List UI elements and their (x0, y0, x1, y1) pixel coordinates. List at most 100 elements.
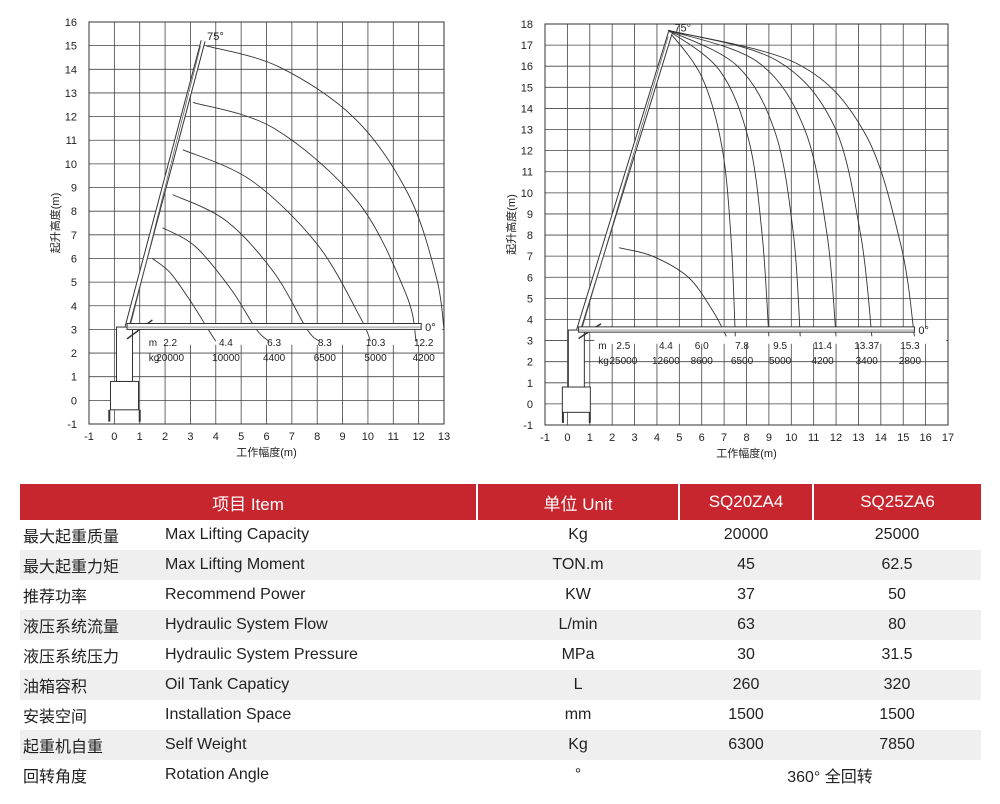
spec-header-row: 项目 Item 单位 Unit SQ20ZA4 SQ25ZA6 (20, 484, 982, 520)
load-table-load: 5000 (769, 356, 792, 367)
y-tick-label: 12 (65, 112, 77, 124)
header-model-a: SQ20ZA4 (678, 484, 814, 520)
x-tick-label: 9 (766, 432, 772, 444)
load-table-radius: 6.0 (695, 341, 709, 352)
x-tick-label: 11 (388, 431, 399, 443)
spec-en-cell: Recommend Power (165, 586, 306, 603)
y-axis-label: 起升高度(m) (48, 193, 62, 254)
x-tick-label: 7 (721, 432, 727, 444)
spec-table: 项目 Item 单位 Unit SQ20ZA4 SQ25ZA6 最大起重质量 Ma… (20, 484, 982, 790)
load-table-load: 4200 (811, 356, 834, 367)
crane-boom-inner (125, 40, 205, 328)
table-row: 起重机自重 Self Weight Kg 6300 7850 (20, 730, 982, 760)
x-tick-label: 1 (587, 432, 593, 444)
x-tick-label: 0 (111, 431, 117, 443)
x-tick-label: 13 (852, 432, 864, 444)
load-table-radius: 12.2 (414, 338, 434, 349)
load-table-load: 5000 (364, 353, 387, 364)
load-curve (667, 29, 770, 337)
spec-unit-cell: L/min (477, 610, 680, 640)
table-row: 推荐功率 Recommend Power KW 37 50 (20, 580, 981, 610)
table-row: 液压系统流量 Hydraulic System Flow L/min 63 80 (20, 610, 982, 640)
load-table-radius: 2.5 (616, 341, 630, 352)
load-table-radius: 11.4 (813, 341, 832, 352)
x-tick-label: 4 (654, 432, 660, 444)
x-tick-label: 8 (314, 431, 320, 443)
spec-zh-cell: 回转角度 (23, 769, 88, 786)
load-table-load: 6500 (731, 356, 754, 367)
load-curve (618, 247, 727, 337)
y-tick-label: 8 (527, 230, 533, 242)
spec-unit-cell: ° (574, 766, 582, 783)
crane-boom-line (129, 45, 201, 328)
spec-model-b-cell: 50 (888, 586, 906, 603)
plot-frame (88, 21, 445, 425)
spec-unit-cell: TON.m (477, 550, 680, 580)
crane-column (567, 329, 585, 388)
y-tick-label: 7 (527, 251, 533, 263)
x-tick-label: 2 (162, 431, 168, 443)
crane-column (116, 326, 133, 382)
x-tick-label: 10 (362, 431, 374, 443)
y-tick-label: -1 (523, 420, 533, 432)
y-tick-label: 0 (527, 399, 533, 411)
x-tick-label: 8 (743, 432, 749, 444)
spec-unit-cell: Kg (568, 526, 588, 543)
y-tick-label: 12 (521, 146, 533, 158)
header-item: 项目 Item (20, 484, 478, 520)
load-curve (667, 29, 837, 337)
y-tick-label: -1 (67, 419, 77, 431)
load-table-radius: 4.4 (219, 338, 233, 349)
x-tick-label: 4 (213, 431, 219, 443)
spec-model-a-cell: 45 (679, 550, 814, 580)
spec-model-b-cell: 1500 (879, 706, 915, 723)
spec-rotation-value: 360° 全回转 (787, 769, 873, 786)
y-tick-label: 14 (521, 103, 533, 115)
x-tick-label: 3 (631, 432, 637, 444)
y-tick-label: 11 (66, 135, 77, 147)
header-model-b: SQ25ZA6 (812, 484, 982, 520)
load-curve (192, 101, 417, 342)
y-tick-label: 17 (521, 40, 533, 52)
y-tick-label: 11 (522, 167, 533, 179)
y-tick-label: 4 (527, 314, 533, 326)
angle-label-0: 0° (425, 322, 436, 334)
y-tick-label: 2 (527, 357, 533, 369)
y-tick-label: 6 (527, 272, 533, 284)
spec-model-b-cell: 320 (813, 670, 982, 700)
spec-zh-cell: 安装空间 (23, 709, 88, 726)
y-tick-label: 8 (71, 206, 77, 218)
table-row: 最大起重质量 Max Lifting Capacity Kg 20000 25000 (20, 520, 981, 550)
x-tick-label: 3 (187, 431, 193, 443)
load-table-load: 4400 (263, 353, 286, 364)
crane-horizontal-boom (578, 326, 915, 333)
chart-sq25za6: -1 0 1 2 3 4 5 6 7 8 9 10 11 12 13 14 15 16 17-10123456789… (504, 19, 954, 460)
plot-frame (544, 23, 949, 426)
load-table-m-label: m (598, 341, 606, 352)
x-tick-label: 7 (289, 431, 295, 443)
y-tick-label: 13 (65, 88, 77, 100)
load-table-load: 4200 (413, 353, 436, 364)
spec-model-a-cell: 37 (737, 586, 755, 603)
spec-unit-cell: KW (565, 586, 591, 603)
table-row: 最大起重力矩 Max Lifting Moment TON.m 45 62.5 (20, 550, 982, 580)
y-tick-label: 2 (71, 348, 77, 360)
spec-en-cell: Hydraulic System Flow (165, 610, 478, 640)
y-tick-label: 1 (527, 378, 533, 390)
x-tick-label: 5 (238, 431, 244, 443)
x-tick-label: 12 (830, 432, 842, 444)
x-tick-label: 13 (438, 431, 450, 443)
y-tick-label: 16 (521, 61, 533, 73)
load-curve (205, 45, 445, 330)
x-axis-label: 工作幅度(m) (716, 446, 777, 460)
x-tick-label: 17 (942, 432, 954, 444)
spec-unit-cell: Kg (477, 730, 680, 760)
load-table-kg-label: kg (149, 353, 160, 364)
spec-unit-cell: MPa (561, 646, 595, 663)
crane-boom-line (581, 36, 669, 331)
y-tick-label: 3 (71, 324, 77, 336)
spec-zh-cell: 推荐功率 (23, 589, 88, 606)
y-tick-label: 14 (65, 64, 77, 76)
angle-label-0: 0° (918, 325, 929, 337)
x-tick-label: 6 (699, 432, 705, 444)
